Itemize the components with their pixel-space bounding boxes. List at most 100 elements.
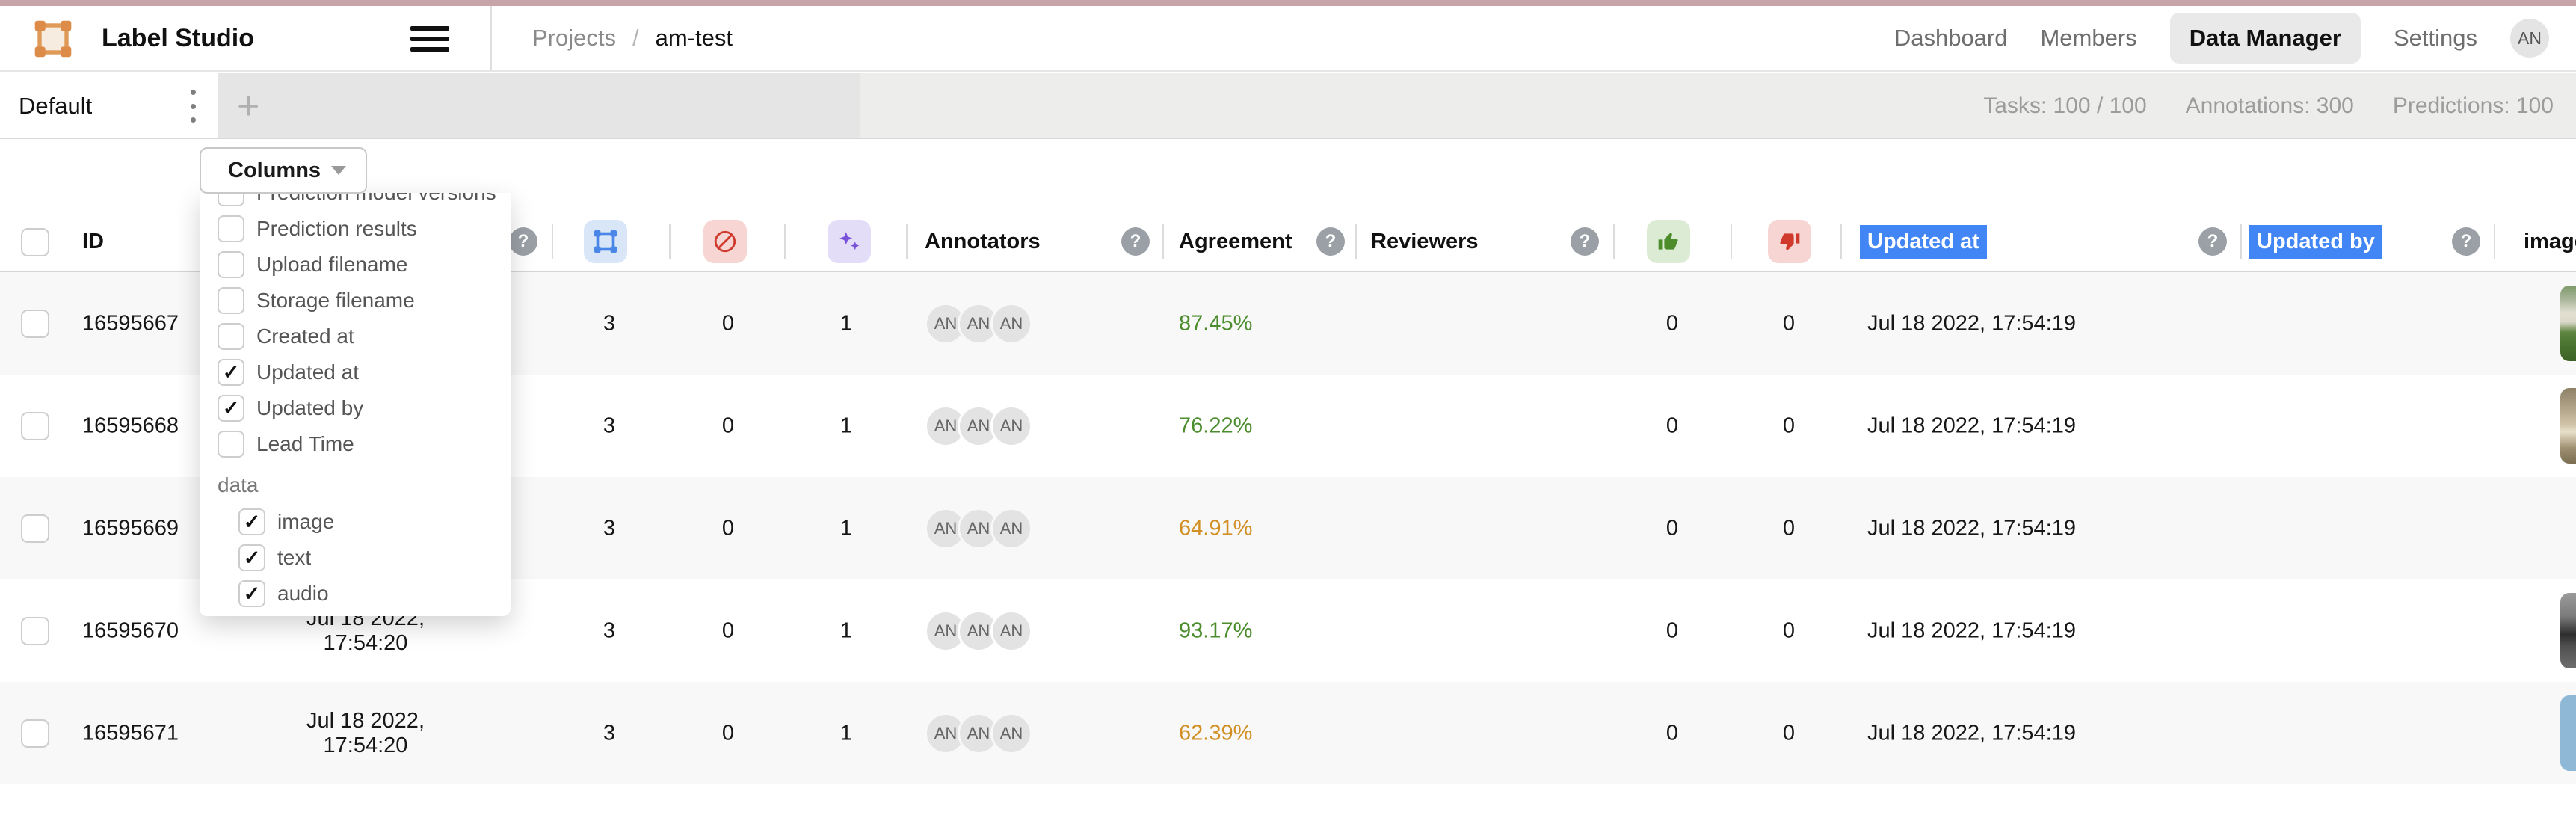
column-header-agreement[interactable]: Agreement [1179,230,1292,253]
columns-dropdown-button[interactable]: Columns [200,147,367,194]
row-checkbox[interactable] [21,309,49,338]
hamburger-menu-icon[interactable] [410,26,449,52]
checkbox[interactable] [218,215,244,242]
row-checkbox[interactable] [21,616,49,645]
table-row[interactable]: 16595671 Jul 18 2022, 17:54:20 3 0 1 AN … [0,682,2576,784]
project-stats: Tasks: 100 / 100 Annotations: 300 Predic… [1983,73,2554,139]
menu-item-created-at[interactable]: Created at [200,319,511,354]
menu-item-label: Updated at [256,360,359,384]
select-all-checkbox[interactable] [21,228,49,256]
column-header-updated-at[interactable]: Updated at [1860,212,1987,272]
help-icon[interactable]: ? [2452,227,2480,256]
agreement-value: 76.22% [1179,413,1253,437]
menu-item-text[interactable]: text [200,540,511,576]
task-image-thumbnail[interactable] [2560,388,2576,464]
menu-item-label: Updated by [256,396,364,419]
column-header-id[interactable]: ID [82,230,104,253]
menu-item-upload-filename[interactable]: Upload filename [200,247,511,283]
menu-item-audio[interactable]: audio [200,576,511,612]
updated-by-highlighted-label: Updated by [2249,225,2382,259]
annotations-count: 3 [603,618,616,642]
add-tab-button[interactable]: + [237,84,260,128]
annotations-count: 3 [603,311,616,335]
row-checkbox[interactable] [21,411,49,440]
help-icon[interactable]: ? [1571,227,1599,256]
menu-item-label: Prediction model versions [256,193,496,205]
avatar: AN [990,302,1032,345]
help-icon[interactable]: ? [1121,227,1150,256]
topbar-divider [490,6,492,70]
top-navigation: Dashboard Members Data Manager Settings … [1894,6,2549,70]
checkbox-checked[interactable] [238,544,265,571]
avatar: AN [990,609,1032,652]
menu-item-label: Prediction results [256,217,417,240]
tab-default-label: Default [19,93,93,119]
column-header-predictions[interactable] [828,220,871,263]
checkbox-checked[interactable] [238,580,265,607]
row-checkbox[interactable] [21,719,49,748]
checkbox[interactable] [218,193,244,206]
agreement-value: 62.39% [1179,721,1253,745]
column-header-updated-by[interactable]: Updated by [2249,212,2382,272]
task-image-thumbnail[interactable] [2560,593,2576,668]
updated-at-value: Jul 18 2022, 17:54:19 [1867,618,2076,642]
agreement-value: 87.45% [1179,311,1253,335]
user-avatar[interactable]: AN [2510,19,2549,58]
annotations-count: 3 [603,413,616,437]
nav-settings[interactable]: Settings [2393,25,2477,51]
stat-predictions: Predictions: 100 [2392,93,2554,118]
bounding-box-icon [594,230,617,253]
nav-dashboard[interactable]: Dashboard [1894,25,2008,51]
column-header-cancelled-annotations[interactable] [703,220,747,263]
task-image-thumbnail[interactable] [2560,286,2576,361]
checkbox[interactable] [218,323,244,350]
rejected-count: 0 [1782,516,1796,540]
breadcrumb-projects-link[interactable]: Projects [532,25,616,51]
accepted-count: 0 [1666,516,1679,540]
agreement-value: 93.17% [1179,618,1253,642]
checkbox[interactable] [218,431,244,458]
help-icon[interactable]: ? [1316,227,1345,256]
nav-members[interactable]: Members [2040,25,2137,51]
column-header-reviewers[interactable]: Reviewers [1371,230,1479,253]
top-bar: Label Studio Projects / am-test Dashboar… [0,6,2576,72]
column-header-annotators[interactable]: Annotators [925,230,1041,253]
menu-item-label: audio [277,582,329,605]
checkbox-checked[interactable] [218,395,244,422]
menu-item-storage-filename[interactable]: Storage filename [200,283,511,319]
column-header-annotations-count[interactable] [584,220,627,263]
menu-item-image[interactable]: image [200,504,511,540]
tab-default[interactable]: Default [0,73,218,138]
column-header-image[interactable]: image [2524,230,2576,253]
menu-item-lead-time[interactable]: Lead Time [200,426,511,462]
menu-item-label: Created at [256,325,354,348]
checkbox-checked[interactable] [238,508,265,535]
menu-item-prediction-results[interactable]: Prediction results [200,211,511,247]
cancelled-count: 0 [721,413,735,437]
nav-data-manager[interactable]: Data Manager [2169,13,2361,64]
column-divider [1840,224,1842,259]
menu-item-updated-by[interactable]: Updated by [200,390,511,426]
breadcrumb: Projects / am-test [532,6,733,70]
updated-at-value: Jul 18 2022, 17:54:19 [1867,311,2076,335]
thumbs-up-icon [1658,233,1678,250]
menu-item-updated-at[interactable]: Updated at [200,354,511,390]
column-divider [669,224,671,259]
task-image-thumbnail[interactable] [2560,695,2576,771]
menu-item-prediction-model-versions[interactable]: Prediction model versions [200,193,511,211]
checkbox[interactable] [218,251,244,278]
help-icon[interactable]: ? [2198,227,2227,256]
tab-options-kebab-icon[interactable] [184,90,202,123]
help-icon[interactable]: ? [509,227,537,256]
column-header-reviews-accepted[interactable] [1647,220,1690,263]
column-header-reviews-rejected[interactable] [1768,220,1811,263]
updated-at-value: Jul 18 2022, 17:54:19 [1867,516,2076,540]
accepted-count: 0 [1666,721,1679,745]
row-checkbox[interactable] [21,514,49,543]
column-divider [1355,224,1357,259]
accepted-count: 0 [1666,413,1679,437]
checkbox[interactable] [218,287,244,314]
checkbox-checked[interactable] [218,359,244,386]
no-entry-icon [714,230,736,253]
